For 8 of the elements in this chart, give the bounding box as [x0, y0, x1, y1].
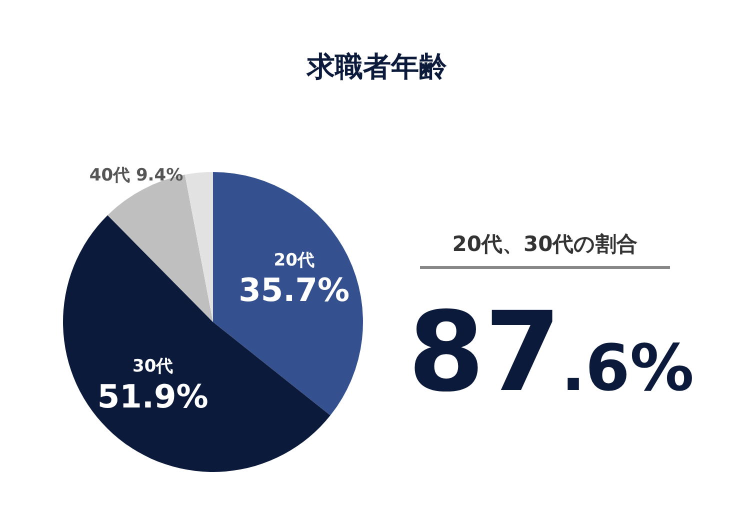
- slice-label: 20代: [274, 250, 314, 270]
- text: 20代、30代の割合: [420, 230, 670, 269]
- slice-label: 40代 9.4%: [89, 165, 184, 186]
- text: 87.6%: [408, 288, 694, 416]
- slice-label: 30代: [132, 356, 174, 376]
- data-label: 51.9%: [97, 377, 208, 416]
- chart-title: 求職者年齢: [305, 49, 448, 85]
- data-label: 35.7%: [238, 271, 350, 310]
